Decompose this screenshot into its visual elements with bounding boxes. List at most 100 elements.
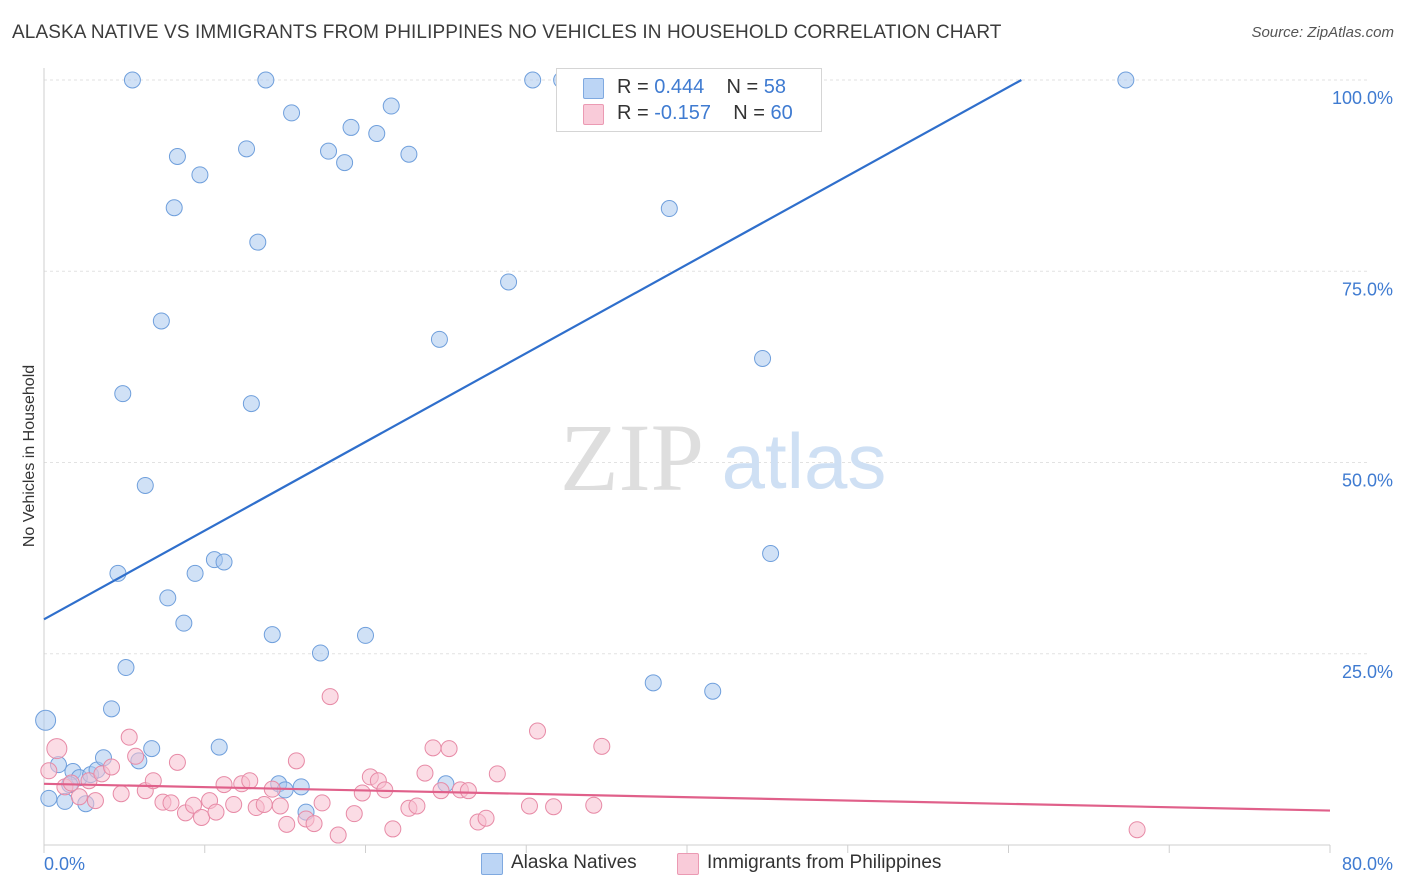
y-tick-label: 75.0% [1342, 279, 1393, 299]
alaska-point [357, 626, 374, 644]
x-tick-label-max: 80.0% [1342, 854, 1393, 874]
alaska-point [342, 118, 360, 136]
alaska-point [210, 738, 228, 756]
r-value-alaska: 0.444 [654, 76, 705, 98]
alaska-point [35, 709, 57, 731]
grid-lines [44, 79, 1368, 655]
watermark-zip: ZIP [560, 404, 704, 511]
alaska-point [175, 614, 193, 632]
n-value-alaska: 58 [763, 76, 787, 98]
philippines-point [62, 774, 80, 792]
tick-labels: 25.0% 50.0% 75.0% 100.0% 0.0% 80.0% [44, 88, 1393, 874]
philippines-point [345, 805, 363, 823]
y-tick-label: 25.0% [1342, 662, 1393, 682]
philippines-point [545, 798, 563, 816]
philippines-point [459, 782, 477, 800]
philippines-point [193, 808, 211, 826]
alaska-point [400, 145, 418, 163]
philippines-point [144, 772, 162, 790]
chart-title: ALASKA NATIVE VS IMMIGRANTS FROM PHILIPP… [12, 22, 1002, 43]
stats-legend: R = 0.444 N = 58 R = -0.157 N = 60 [556, 68, 822, 132]
alaska-point [644, 674, 662, 692]
philippines-point [432, 782, 450, 800]
philippines-point [271, 797, 289, 815]
alaska-point [754, 349, 772, 367]
alaska-point [165, 199, 183, 217]
philippines-point [424, 739, 442, 757]
philippines-point [241, 772, 259, 790]
philippines-point [477, 809, 495, 827]
data-points [35, 71, 1146, 844]
n-value-philippines: 60 [770, 102, 793, 124]
philippines-point [168, 753, 186, 771]
alaska-point [159, 589, 177, 607]
alaska-point [500, 273, 518, 291]
alaska-swatch [583, 78, 604, 99]
philippines-point [46, 738, 68, 760]
philippines-point [184, 796, 202, 814]
trend-lines [43, 79, 1331, 812]
alaska-point [524, 71, 542, 89]
philippines-point [313, 794, 331, 812]
alaska-point [336, 154, 354, 172]
source-label: Source: ZipAtlas.com [1251, 24, 1394, 41]
philippines-point [440, 740, 458, 758]
philippines-point [162, 794, 180, 812]
philippines-point [593, 737, 611, 755]
y-tick-label: 100.0% [1332, 88, 1393, 108]
alaska-point [215, 553, 233, 571]
philippines-swatch [583, 104, 604, 125]
alaska-point [762, 545, 780, 563]
r-label: R = [617, 76, 649, 98]
n-label: N = [726, 76, 759, 98]
philippines-point [305, 815, 323, 833]
alaska-point [660, 200, 678, 218]
y-axis-label: No Vehicles in Household [21, 365, 38, 547]
philippines-point [329, 826, 347, 844]
alaska-point [704, 682, 722, 700]
alaska-point [40, 789, 58, 807]
r-value-philippines: -0.157 [654, 102, 711, 124]
legend-label-alaska: Alaska Natives [511, 852, 637, 873]
philippines-point [1128, 821, 1146, 839]
alaska-point [168, 148, 186, 165]
alaska-point [430, 330, 448, 348]
alaska-point [117, 659, 135, 677]
alaska-point [136, 476, 154, 494]
alaska-point [143, 740, 161, 758]
philippines-point [127, 747, 145, 765]
philippines-point [321, 688, 339, 706]
alaska-point [311, 644, 329, 662]
philippines-point [86, 792, 104, 810]
philippines-point [225, 795, 243, 813]
philippines-point [520, 797, 538, 815]
alaska-point [292, 778, 310, 796]
alaska-point [368, 125, 386, 143]
alaska-point [191, 166, 209, 184]
alaska-point [123, 71, 141, 89]
legend-swatch-philippines [677, 853, 699, 875]
philippines-point [488, 765, 506, 783]
alaska-point [186, 564, 204, 582]
philippines-point [40, 762, 58, 780]
alaska-point [249, 233, 267, 251]
philippines-point [255, 795, 273, 813]
philippines-point [120, 728, 138, 746]
legend-label-philippines: Immigrants from Philippines [707, 852, 942, 873]
x-tick-label-min: 0.0% [44, 854, 85, 874]
alaska-point [320, 142, 338, 160]
alaska-point [103, 700, 121, 718]
philippines-point [103, 758, 121, 776]
philippines-point [112, 785, 130, 803]
trend-line-alaska [43, 79, 1022, 621]
philippines-point [529, 722, 547, 740]
alaska-point [257, 71, 275, 89]
watermark: ZIP atlas [560, 404, 886, 511]
philippines-point [278, 815, 296, 833]
alaska-point [238, 140, 256, 158]
trend-line-philippines [43, 782, 1331, 812]
legend-swatch-alaska [481, 853, 503, 875]
philippines-point [408, 797, 426, 815]
philippines-point [287, 752, 305, 770]
